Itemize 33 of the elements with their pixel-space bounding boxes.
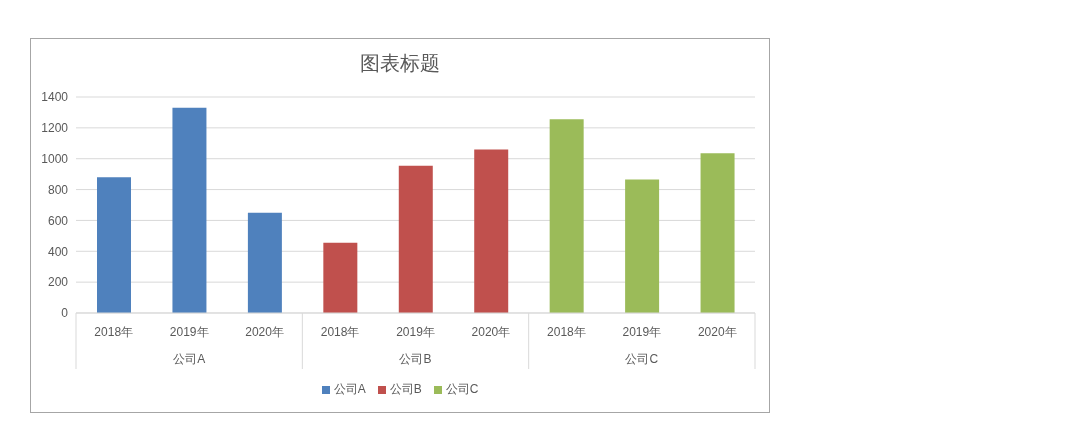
x-tick-label: 2019年 (622, 324, 662, 339)
x-tick-label: 2020年 (697, 324, 737, 339)
bar (625, 179, 660, 313)
chart-title: 图表标题 (359, 51, 441, 76)
y-tick-label: 200 (47, 275, 69, 290)
text: 公司B (399, 352, 432, 366)
x-tick-label: 2018年 (547, 324, 586, 339)
bar (247, 212, 282, 313)
x-tick-label: 2019年 (169, 324, 209, 339)
bar (700, 153, 735, 313)
text: 公司C (625, 352, 659, 366)
legend-label: 公司C (445, 381, 479, 398)
legend-label: 公司B (389, 381, 422, 398)
y-tick-label: 400 (47, 244, 69, 259)
x-tick-label: 2020年 (245, 324, 284, 339)
bar (323, 242, 358, 313)
y-tick-label: 800 (47, 182, 69, 197)
x-tick-label: 2018年 (320, 324, 360, 339)
y-tick-label: 0 (61, 306, 69, 321)
y-tick-label: 1400 (41, 90, 69, 105)
x-tick-label: 2019年 (396, 324, 435, 339)
x-tick-label: 2020年 (471, 324, 511, 339)
text: 公司A (173, 352, 206, 366)
bar (172, 107, 207, 313)
bar (398, 165, 433, 313)
bar (549, 119, 584, 313)
x-tick-label: 2018年 (94, 324, 134, 339)
y-tick-label: 600 (47, 213, 69, 228)
bar (474, 149, 509, 313)
legend-label: 公司A (333, 381, 366, 398)
y-tick-label: 1000 (41, 151, 69, 166)
bar (97, 177, 131, 313)
y-tick-label: 1200 (41, 121, 69, 136)
